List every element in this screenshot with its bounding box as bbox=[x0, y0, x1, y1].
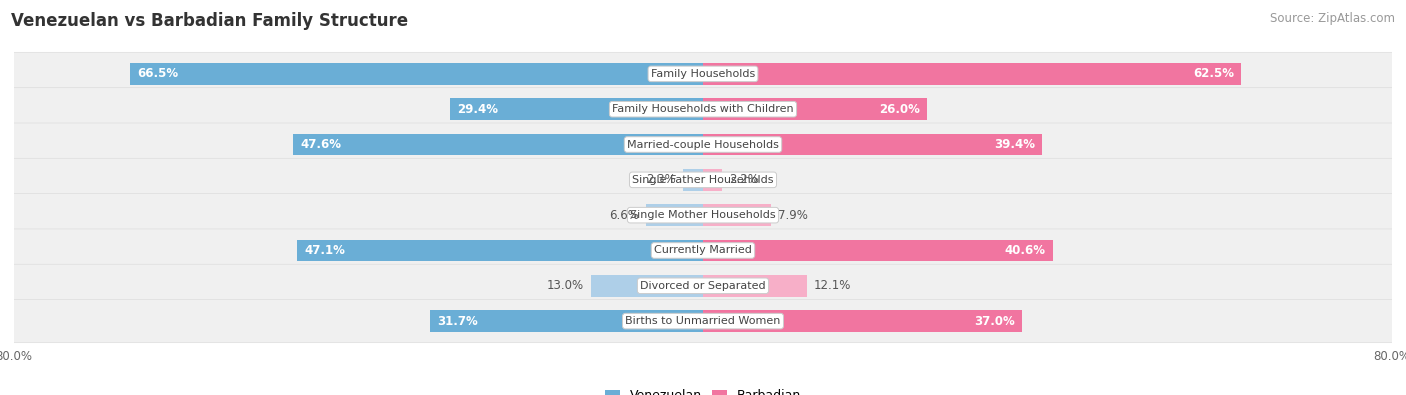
Text: Single Father Households: Single Father Households bbox=[633, 175, 773, 185]
Text: 62.5%: 62.5% bbox=[1194, 68, 1234, 81]
Text: 2.3%: 2.3% bbox=[647, 173, 676, 186]
Text: 66.5%: 66.5% bbox=[138, 68, 179, 81]
Text: 40.6%: 40.6% bbox=[1005, 244, 1046, 257]
Text: 7.9%: 7.9% bbox=[778, 209, 808, 222]
Text: 39.4%: 39.4% bbox=[994, 138, 1035, 151]
Legend: Venezuelan, Barbadian: Venezuelan, Barbadian bbox=[600, 384, 806, 395]
FancyBboxPatch shape bbox=[13, 53, 1393, 96]
Bar bbox=[703, 310, 1022, 332]
Bar bbox=[430, 310, 703, 332]
Text: 12.1%: 12.1% bbox=[814, 279, 852, 292]
Bar bbox=[131, 63, 703, 85]
Text: Source: ZipAtlas.com: Source: ZipAtlas.com bbox=[1270, 12, 1395, 25]
Bar bbox=[703, 98, 927, 120]
Bar bbox=[703, 134, 1042, 156]
Text: Venezuelan vs Barbadian Family Structure: Venezuelan vs Barbadian Family Structure bbox=[11, 12, 408, 30]
Text: Married-couple Households: Married-couple Households bbox=[627, 139, 779, 150]
Bar bbox=[591, 275, 703, 297]
FancyBboxPatch shape bbox=[13, 264, 1393, 307]
Bar bbox=[703, 63, 1241, 85]
Text: Family Households with Children: Family Households with Children bbox=[612, 104, 794, 114]
Bar bbox=[647, 204, 703, 226]
Bar bbox=[703, 169, 721, 191]
FancyBboxPatch shape bbox=[13, 229, 1393, 272]
FancyBboxPatch shape bbox=[13, 123, 1393, 166]
Bar bbox=[703, 239, 1053, 261]
Bar bbox=[703, 204, 770, 226]
Bar bbox=[450, 98, 703, 120]
Text: 37.0%: 37.0% bbox=[974, 314, 1015, 327]
Text: Family Households: Family Households bbox=[651, 69, 755, 79]
Text: 29.4%: 29.4% bbox=[457, 103, 498, 116]
FancyBboxPatch shape bbox=[13, 158, 1393, 201]
FancyBboxPatch shape bbox=[13, 299, 1393, 342]
Text: 13.0%: 13.0% bbox=[547, 279, 583, 292]
Text: 26.0%: 26.0% bbox=[879, 103, 920, 116]
FancyBboxPatch shape bbox=[13, 194, 1393, 237]
Bar bbox=[298, 239, 703, 261]
FancyBboxPatch shape bbox=[13, 88, 1393, 131]
Text: Births to Unmarried Women: Births to Unmarried Women bbox=[626, 316, 780, 326]
Text: 31.7%: 31.7% bbox=[437, 314, 478, 327]
Bar bbox=[683, 169, 703, 191]
Bar bbox=[292, 134, 703, 156]
Text: 6.6%: 6.6% bbox=[609, 209, 640, 222]
Text: 47.6%: 47.6% bbox=[299, 138, 342, 151]
Text: Currently Married: Currently Married bbox=[654, 245, 752, 256]
Bar bbox=[703, 275, 807, 297]
Text: Single Mother Households: Single Mother Households bbox=[630, 210, 776, 220]
Text: 2.2%: 2.2% bbox=[728, 173, 759, 186]
Text: Divorced or Separated: Divorced or Separated bbox=[640, 281, 766, 291]
Text: 47.1%: 47.1% bbox=[304, 244, 344, 257]
